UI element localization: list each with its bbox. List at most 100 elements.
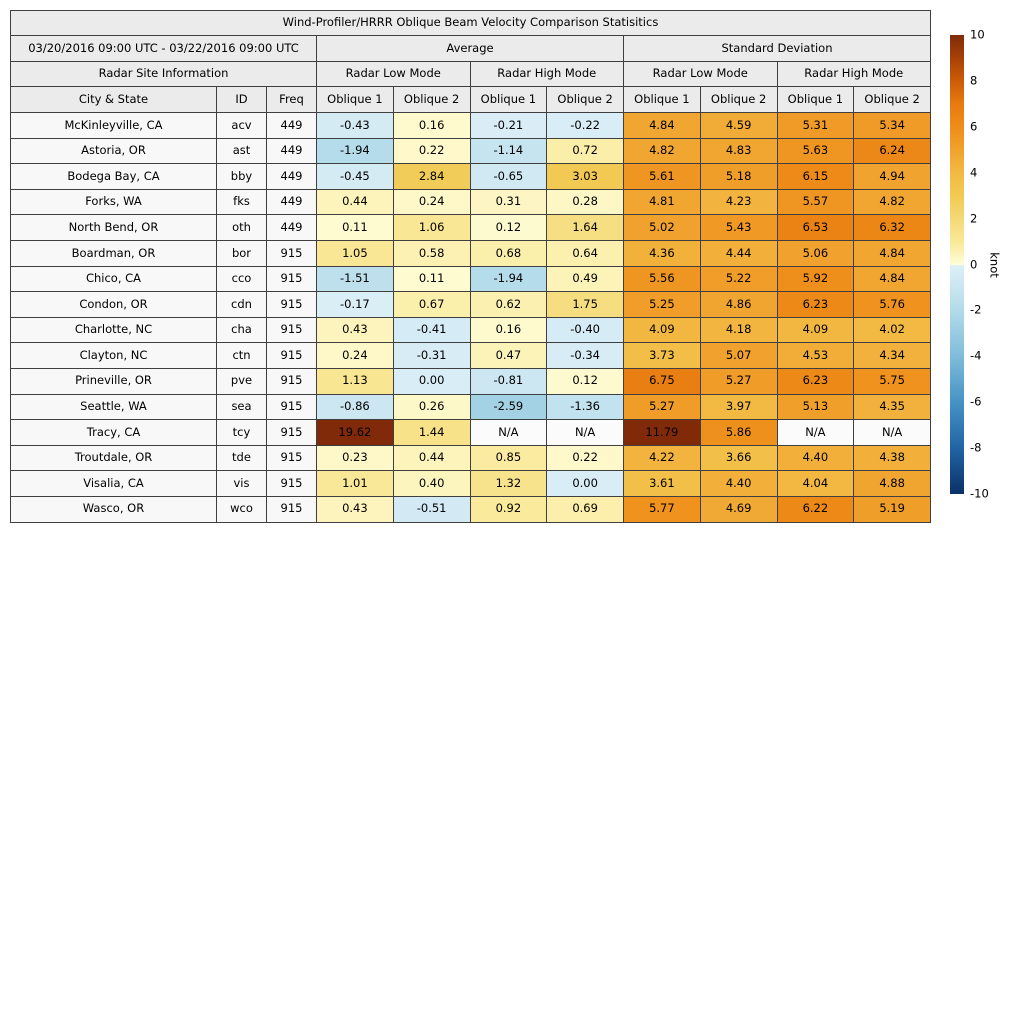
table-row: Clayton, NC ctn 915 0.24 -0.31 0.47 -0.34 3.73 5… xyxy=(10,342,931,369)
value-cell: 6.23 xyxy=(776,367,855,395)
value-cell: 5.43 xyxy=(699,214,778,241)
value-cell: 4.23 xyxy=(699,188,778,216)
value-cell: 6.22 xyxy=(776,495,855,523)
value-cell: -1.51 xyxy=(316,265,394,293)
value-cell: 5.02 xyxy=(623,214,701,241)
value-cell: -0.21 xyxy=(469,112,548,139)
value-cell: 0.44 xyxy=(392,444,471,472)
freq-cell: 449 xyxy=(266,188,317,216)
value-cell: -0.40 xyxy=(546,316,624,344)
value-cell: 4.69 xyxy=(699,495,778,523)
title-row: Wind-Profiler/HRRR Oblique Beam Velocity… xyxy=(10,10,931,36)
value-cell: 0.31 xyxy=(469,188,548,216)
freq-cell: 449 xyxy=(266,214,317,241)
freq-cell: 915 xyxy=(266,470,317,497)
group-header-row: 03/20/2016 09:00 UTC - 03/22/2016 09:00 … xyxy=(10,35,931,62)
colorbar-unit-label: knot xyxy=(987,251,1002,278)
value-cell: 0.47 xyxy=(469,342,548,369)
value-cell: 3.61 xyxy=(623,470,701,497)
col-header-oblique1: Oblique 1 xyxy=(776,86,855,113)
value-cell: 4.82 xyxy=(853,188,931,216)
colorbar-tick-label: 6 xyxy=(970,119,978,134)
value-cell: 5.92 xyxy=(776,265,855,293)
city-cell: Visalia, CA xyxy=(10,470,217,497)
value-cell: 0.64 xyxy=(546,239,624,267)
col-header-oblique2: Oblique 2 xyxy=(392,86,471,113)
city-cell: Astoria, OR xyxy=(10,137,217,165)
value-cell: 0.85 xyxy=(469,444,548,472)
table-row: Bodega Bay, CA bby 449 -0.45 2.84 -0.65 3.03 5.… xyxy=(10,163,931,190)
freq-cell: 915 xyxy=(266,342,317,369)
colorbar-tick-label: -8 xyxy=(970,440,982,455)
value-cell: 5.57 xyxy=(776,188,855,216)
value-cell: 0.43 xyxy=(316,316,394,344)
value-cell: 0.11 xyxy=(316,214,394,241)
value-cell: 1.32 xyxy=(469,470,548,497)
city-cell: Tracy, CA xyxy=(10,419,217,446)
freq-cell: 915 xyxy=(266,444,317,472)
table-row: Seattle, WA sea 915 -0.86 0.26 -2.59 -1.36 5.27… xyxy=(10,393,931,421)
value-cell: 0.58 xyxy=(392,239,471,267)
table-row: North Bend, OR oth 449 0.11 1.06 0.12 1.64 5.02… xyxy=(10,214,931,241)
value-cell: 1.75 xyxy=(546,291,624,318)
value-cell: -0.43 xyxy=(316,112,394,139)
value-cell: 0.24 xyxy=(316,342,394,369)
value-cell: -0.34 xyxy=(546,342,624,369)
value-cell: 5.13 xyxy=(776,393,855,421)
value-cell: 3.73 xyxy=(623,342,701,369)
value-cell: 5.61 xyxy=(623,163,701,190)
value-cell: 0.00 xyxy=(392,367,471,395)
site-id-cell: tcy xyxy=(216,419,267,446)
value-cell: 0.28 xyxy=(546,188,624,216)
value-cell: 0.16 xyxy=(392,112,471,139)
city-cell: Seattle, WA xyxy=(10,393,217,421)
value-cell: 0.22 xyxy=(392,137,471,165)
mode-header-std-high: Radar High Mode xyxy=(776,61,931,87)
value-cell: N/A xyxy=(776,419,855,446)
table-row: Prineville, OR pve 915 1.13 0.00 -0.81 0.12 6.7… xyxy=(10,367,931,395)
freq-cell: 449 xyxy=(266,137,317,165)
table-row: Astoria, OR ast 449 -1.94 0.22 -1.14 0.72 4.82 4… xyxy=(10,137,931,165)
mode-header-row: Radar Site Information Radar Low Mode Ra… xyxy=(10,61,931,87)
value-cell: 5.76 xyxy=(853,291,931,318)
colorbar-tick-label: 4 xyxy=(970,164,978,179)
value-cell: 1.44 xyxy=(392,419,471,446)
col-header-oblique1: Oblique 1 xyxy=(316,86,394,113)
value-cell: 1.01 xyxy=(316,470,394,497)
value-cell: 3.66 xyxy=(699,444,778,472)
value-cell: 5.77 xyxy=(623,495,701,523)
table-row: Troutdale, OR tde 915 0.23 0.44 0.85 0.22 4.22 3… xyxy=(10,444,931,472)
value-cell: -0.51 xyxy=(392,495,471,523)
value-cell: 4.02 xyxy=(853,316,931,344)
col-header-oblique1: Oblique 1 xyxy=(623,86,701,113)
site-id-cell: sea xyxy=(216,393,267,421)
value-cell: 0.62 xyxy=(469,291,548,318)
value-cell: 4.59 xyxy=(699,112,778,139)
value-cell: -0.22 xyxy=(546,112,624,139)
date-range: 03/20/2016 09:00 UTC - 03/22/2016 09:00 … xyxy=(10,35,317,62)
value-cell: 5.86 xyxy=(699,419,778,446)
site-id-cell: bby xyxy=(216,163,267,190)
mode-header-std-low: Radar Low Mode xyxy=(623,61,778,87)
value-cell: 0.92 xyxy=(469,495,548,523)
value-cell: 5.22 xyxy=(699,265,778,293)
value-cell: 4.53 xyxy=(776,342,855,369)
mode-header-avg-high: Radar High Mode xyxy=(469,61,624,87)
city-cell: Troutdale, OR xyxy=(10,444,217,472)
value-cell: 4.81 xyxy=(623,188,701,216)
site-id-cell: ast xyxy=(216,137,267,165)
table-row: Charlotte, NC cha 915 0.43 -0.41 0.16 -0.40 4.0… xyxy=(10,316,931,344)
freq-cell: 915 xyxy=(266,393,317,421)
site-info-header: Radar Site Information xyxy=(10,61,317,87)
colorbar-gradient xyxy=(950,35,964,494)
value-cell: 0.69 xyxy=(546,495,624,523)
value-cell: 5.07 xyxy=(699,342,778,369)
value-cell: 0.43 xyxy=(316,495,394,523)
value-cell: 11.79 xyxy=(623,419,701,446)
table-row: Visalia, CA vis 915 1.01 0.40 1.32 0.00 3.61 4.4… xyxy=(10,470,931,497)
column-header-row: City & State ID Freq Oblique 1 Oblique 2… xyxy=(10,86,931,113)
value-cell: 4.82 xyxy=(623,137,701,165)
value-cell: 0.67 xyxy=(392,291,471,318)
colorbar-tick-label: 8 xyxy=(970,73,978,88)
col-header-freq: Freq xyxy=(266,86,317,113)
